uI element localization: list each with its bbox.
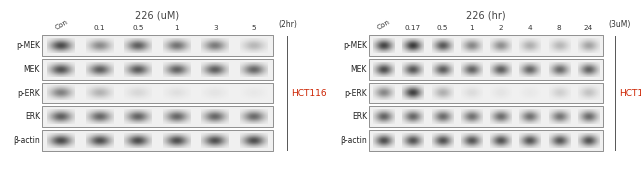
Text: 0.5: 0.5: [133, 25, 144, 31]
Text: (3uM): (3uM): [608, 20, 630, 29]
Text: Con: Con: [376, 19, 391, 31]
Text: MEK: MEK: [24, 65, 40, 74]
Text: 3: 3: [213, 25, 217, 31]
Text: p-ERK: p-ERK: [17, 89, 40, 98]
Bar: [42, 130, 273, 151]
Text: 1: 1: [469, 25, 474, 31]
Text: 226 (hr): 226 (hr): [466, 10, 506, 20]
Text: 0.17: 0.17: [405, 25, 421, 31]
Bar: [369, 35, 603, 56]
Text: ERK: ERK: [352, 112, 367, 121]
Text: HCT116: HCT116: [619, 89, 641, 98]
Text: p-MEK: p-MEK: [16, 41, 40, 50]
Text: HCT116: HCT116: [291, 89, 327, 98]
Bar: [369, 130, 603, 151]
Text: p-ERK: p-ERK: [344, 89, 367, 98]
Bar: [369, 83, 603, 103]
Text: (2hr): (2hr): [278, 20, 297, 29]
Text: 0.5: 0.5: [437, 25, 448, 31]
Text: 5: 5: [251, 25, 256, 31]
Text: β-actin: β-actin: [13, 136, 40, 145]
Text: 226 (uM): 226 (uM): [135, 10, 179, 20]
Bar: [42, 83, 273, 103]
Text: 24: 24: [584, 25, 593, 31]
Text: 4: 4: [528, 25, 532, 31]
Text: 8: 8: [557, 25, 562, 31]
Bar: [42, 106, 273, 127]
Text: 2: 2: [498, 25, 503, 31]
Text: p-MEK: p-MEK: [343, 41, 367, 50]
Bar: [42, 35, 273, 56]
Text: 1: 1: [174, 25, 179, 31]
Bar: [369, 106, 603, 127]
Bar: [42, 59, 273, 80]
Text: ERK: ERK: [25, 112, 40, 121]
Text: MEK: MEK: [351, 65, 367, 74]
Text: β-actin: β-actin: [340, 136, 367, 145]
Bar: [369, 59, 603, 80]
Text: 0.1: 0.1: [94, 25, 106, 31]
Text: Con: Con: [54, 19, 69, 31]
